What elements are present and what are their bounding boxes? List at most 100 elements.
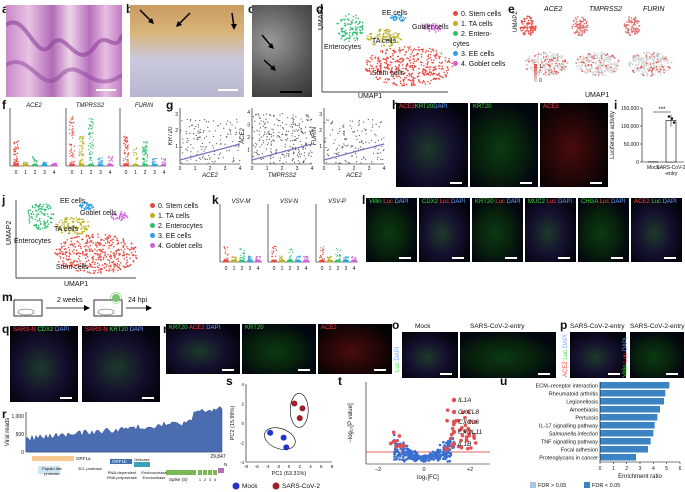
scatter-point <box>258 139 260 142</box>
feature-point <box>629 60 632 63</box>
scatter-point <box>186 149 188 151</box>
scale-bar <box>520 182 532 184</box>
umap-point <box>121 254 124 257</box>
violin-tick: 4 <box>353 266 356 272</box>
feature-point <box>540 60 543 63</box>
legend-swatch <box>453 11 458 16</box>
feature-point <box>530 66 533 68</box>
umap-point <box>84 265 86 267</box>
feature-point <box>661 56 664 59</box>
umap-point <box>398 64 401 66</box>
enrichment-bar <box>600 438 651 445</box>
scatter-point <box>279 119 281 122</box>
umap-point <box>46 221 49 224</box>
umap-point <box>412 84 414 86</box>
scatter-point <box>289 146 291 148</box>
scatter-point <box>325 137 327 139</box>
umap-point <box>428 66 430 69</box>
scatter-point <box>268 130 270 133</box>
stain-name: Villin <box>623 364 629 377</box>
umap-point <box>63 223 65 225</box>
scatter-point <box>355 153 357 155</box>
stain-name: DAPI <box>449 199 466 205</box>
umap-point <box>85 235 88 238</box>
scatter-point <box>357 148 359 150</box>
feature-point <box>549 72 552 74</box>
umap-point <box>110 265 112 268</box>
feature-point <box>638 24 640 27</box>
umap-point <box>391 44 393 46</box>
scatter-point <box>277 135 279 137</box>
scatter-point <box>305 114 307 116</box>
umap-point <box>64 253 66 255</box>
umap-point <box>79 269 82 271</box>
scatter-point <box>196 138 198 140</box>
scatter-point <box>279 157 281 159</box>
umap-point <box>116 237 118 240</box>
scatter-point <box>295 139 297 141</box>
umap-point <box>31 205 34 207</box>
bar-point <box>667 115 671 118</box>
scatter-point <box>342 130 345 132</box>
umap-point <box>338 33 341 35</box>
umap-point <box>377 70 380 72</box>
feature-point <box>555 70 558 73</box>
scatter-point <box>263 123 265 125</box>
term-label: Salmonella infection <box>549 432 598 438</box>
feature-point <box>537 71 540 73</box>
feature-point <box>609 56 612 59</box>
regression-line <box>251 143 313 161</box>
scatter-point <box>226 136 228 138</box>
feature-point <box>580 61 582 63</box>
panel-e-gene-1: ACE2 <box>544 6 563 13</box>
feature-point <box>612 69 614 72</box>
umap-point <box>437 65 440 67</box>
umap-point <box>123 258 126 260</box>
umap-point <box>392 54 394 57</box>
feature-point <box>535 61 537 63</box>
umap-point <box>48 204 50 206</box>
umap-point <box>88 241 91 244</box>
umap-point <box>86 241 89 244</box>
annot-box <box>38 466 60 474</box>
umap-point <box>52 213 55 215</box>
umap-point <box>379 39 382 41</box>
feature-point <box>531 69 534 72</box>
umap-point <box>87 246 89 248</box>
umap-point <box>90 263 92 266</box>
scatter-point <box>209 156 211 159</box>
legend-swatch <box>453 61 458 66</box>
umap-point <box>440 62 443 65</box>
scatter-point <box>381 145 383 147</box>
umap-point <box>392 35 395 38</box>
pca-point <box>283 444 290 451</box>
umap-point <box>431 48 433 51</box>
scatter-point <box>362 142 364 145</box>
umap-point <box>414 84 416 87</box>
feature-point <box>653 56 655 58</box>
panel-j-ylabel: UMAP2 <box>6 220 13 245</box>
umap-point <box>340 28 343 31</box>
feature-point <box>581 70 584 73</box>
scatter-point <box>293 118 295 121</box>
feature-point <box>598 57 601 59</box>
umap-point <box>63 248 66 250</box>
scatter-point <box>288 155 290 157</box>
scatter-point <box>190 155 192 157</box>
pca-point <box>280 434 287 441</box>
umap-point <box>76 227 79 230</box>
feature-point <box>651 58 653 60</box>
violin <box>132 147 139 167</box>
feature-point <box>589 68 592 70</box>
scatter-point <box>197 126 199 128</box>
umap-point <box>437 73 440 76</box>
scatter-point <box>363 128 366 130</box>
umap-point <box>112 238 114 241</box>
umap-point <box>96 262 99 265</box>
feature-point <box>653 66 656 68</box>
volcano-point <box>401 458 404 461</box>
feature-point <box>665 69 668 72</box>
feature-point <box>603 69 606 72</box>
umap-point <box>85 254 87 257</box>
umap-point <box>86 253 88 255</box>
